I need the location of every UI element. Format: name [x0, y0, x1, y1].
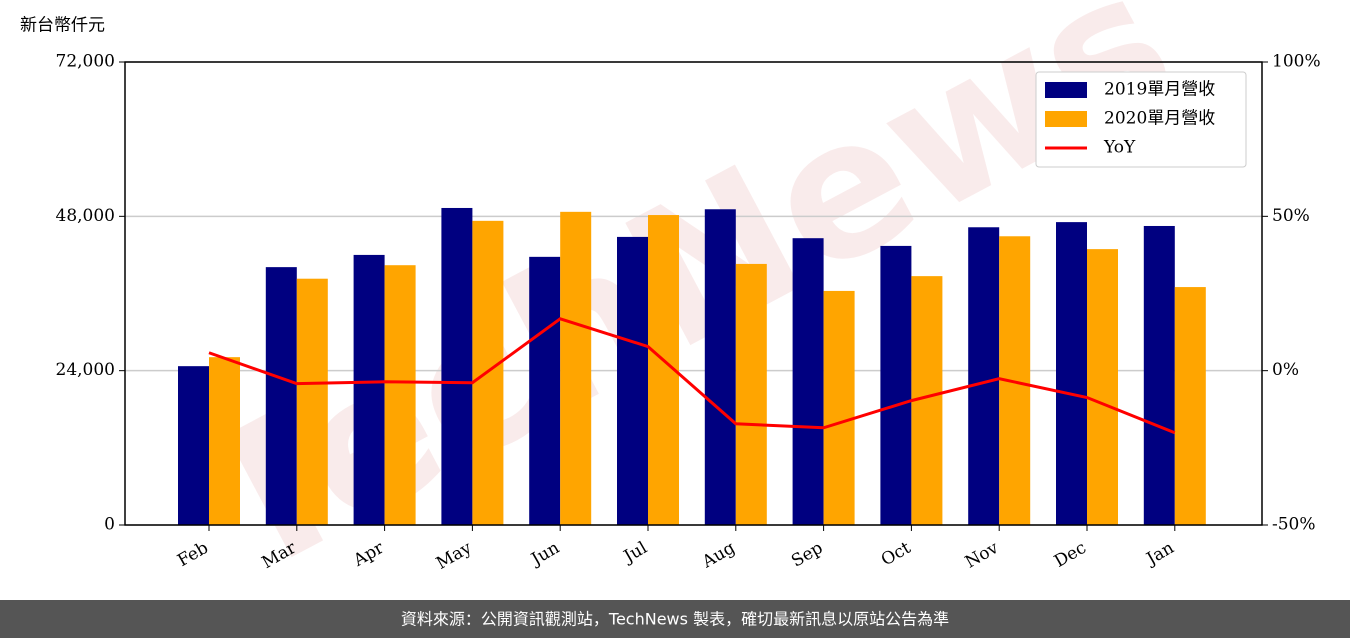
- bar: [1143, 225, 1175, 525]
- x-tick-label: Dec: [1051, 538, 1090, 572]
- bar: [441, 207, 473, 525]
- y2-tick-label: 100%: [1272, 52, 1321, 72]
- bar: [617, 236, 648, 525]
- y2-tick-label: 0%: [1272, 360, 1299, 380]
- bar: [735, 263, 767, 525]
- y-axis-label: 新台幣仟元: [20, 16, 105, 36]
- bar: [296, 278, 328, 525]
- bar: [209, 357, 240, 525]
- legend-label: 2019單月營收: [1104, 80, 1215, 100]
- bar: [792, 238, 824, 526]
- x-tick-label: May: [433, 538, 476, 574]
- y2-tick-label: 50%: [1272, 206, 1310, 226]
- x-tick-label: Oct: [878, 538, 914, 571]
- bar: [968, 227, 1000, 526]
- bar: [823, 290, 855, 525]
- y-tick-label: 72,000: [56, 52, 115, 72]
- x-tick-label: Feb: [174, 538, 212, 571]
- x-tick-label: Nov: [962, 538, 1002, 573]
- bar: [353, 254, 385, 525]
- bar: [1087, 249, 1118, 526]
- x-tick-label: Sep: [788, 538, 826, 572]
- bar: [1174, 287, 1206, 525]
- x-tick-label: Jul: [619, 538, 651, 568]
- x-tick-label: Jan: [1142, 538, 1178, 570]
- bar: [1056, 222, 1087, 525]
- plot-frame: [124, 61, 1263, 526]
- bar: [384, 265, 416, 525]
- bar: [560, 211, 592, 525]
- bar: [880, 245, 912, 526]
- legend-box: [1035, 71, 1247, 168]
- legend-label: 2020單月營收: [1104, 109, 1215, 129]
- y-tick-label: 24,000: [56, 360, 115, 380]
- bar: [529, 256, 561, 525]
- y-tick-label: 48,000: [56, 206, 115, 226]
- x-tick-label: Jun: [526, 538, 563, 571]
- footer: 資料來源：公開資訊觀測站，TechNews 製表，確切最新訊息以原站公告為準: [401, 610, 949, 629]
- legend-swatch: [1045, 111, 1087, 127]
- bar: [265, 267, 297, 525]
- legend-swatch: [1045, 82, 1087, 98]
- footer-band: [0, 600, 1350, 638]
- x-tick-label: Aug: [698, 538, 739, 573]
- line: [208, 317, 1176, 435]
- legend-label: YoY: [1103, 138, 1136, 158]
- y-tick-label: 0: [104, 515, 115, 535]
- bar: [178, 366, 209, 525]
- y2-tick-label: -50%: [1272, 515, 1316, 535]
- bar: [704, 209, 736, 526]
